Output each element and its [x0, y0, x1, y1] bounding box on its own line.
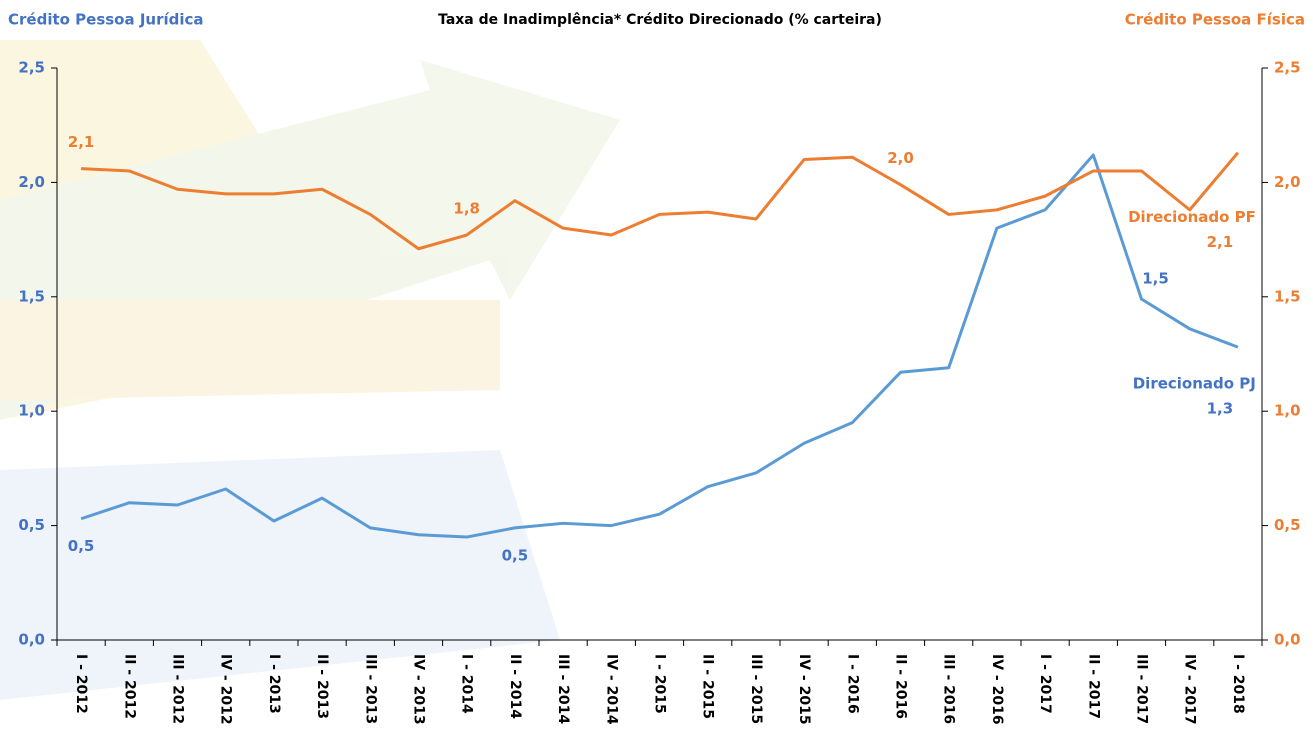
series-label: Direcionado PJ — [1133, 375, 1256, 393]
x-tick-label: II - 2014 — [507, 654, 523, 719]
x-tick-label: II - 2017 — [1085, 654, 1101, 719]
x-tick-label: III - 2014 — [555, 654, 571, 724]
y-tick-label: 1,0 — [18, 402, 45, 420]
x-tick-label: II - 2016 — [893, 654, 909, 719]
x-tick-label: IV - 2017 — [1182, 654, 1198, 725]
data-label: 0,5 — [68, 537, 95, 555]
x-tick-label: I - 2017 — [1037, 654, 1053, 714]
x-tick-label: III - 2017 — [1134, 654, 1150, 724]
x-tick-label: I - 2018 — [1230, 654, 1246, 714]
y-tick-label: 2,0 — [18, 173, 45, 191]
y-axis-title: Crédito Pessoa Jurídica — [8, 11, 204, 29]
chart-title: Taxa de Inadimplência* Crédito Direciona… — [438, 12, 882, 28]
x-tick-label: I - 2015 — [652, 654, 668, 714]
x-tick-label: I - 2013 — [266, 654, 282, 714]
series-label: Direcionado PF — [1128, 208, 1256, 226]
y-tick-label: 0,5 — [18, 516, 45, 534]
y-tick-label: 0,0 — [18, 631, 45, 649]
bg-shape — [0, 450, 560, 700]
line-series — [80, 153, 1239, 539]
bg-shape — [0, 60, 620, 420]
data-label: 0,5 — [502, 546, 529, 564]
x-tick-label: III - 2012 — [170, 654, 186, 724]
bg-shape — [0, 40, 300, 420]
data-label: 1,3 — [1207, 400, 1234, 418]
x-tick-label: I - 2014 — [459, 654, 475, 714]
data-label: 1,8 — [453, 200, 480, 218]
y2-axis-title: Crédito Pessoa Física — [1125, 11, 1305, 29]
x-tick-label: III - 2016 — [941, 654, 957, 724]
x-tick-label: I - 2016 — [844, 654, 860, 714]
x-tick-label: III - 2013 — [362, 654, 378, 724]
x-tick-label: IV - 2013 — [411, 654, 427, 725]
y-tick-label: 1,5 — [1274, 287, 1301, 305]
data-label: 2,1 — [1207, 233, 1234, 251]
x-tick-label: I - 2012 — [73, 654, 89, 714]
x-tick-label: IV - 2012 — [218, 654, 234, 725]
line-series — [81, 151, 1240, 251]
x-tick-label: II - 2012 — [121, 654, 137, 719]
x-tick-label: IV - 2015 — [796, 654, 812, 725]
x-tick-label: IV - 2014 — [603, 654, 619, 725]
data-label: 1,5 — [1142, 270, 1169, 288]
y-tick-label: 0,0 — [1274, 631, 1301, 649]
bg-shape — [0, 300, 500, 400]
y-tick-label: 2,5 — [18, 59, 45, 77]
y-tick-label: 2,5 — [1274, 59, 1301, 77]
y-tick-label: 1,0 — [1274, 402, 1301, 420]
data-label: 2,0 — [887, 149, 914, 167]
x-tick-label: II - 2013 — [314, 654, 330, 719]
data-label: 2,1 — [68, 133, 95, 151]
x-tick-label: IV - 2016 — [989, 654, 1005, 725]
y-tick-label: 1,5 — [18, 287, 45, 305]
y-tick-label: 0,5 — [1274, 516, 1301, 534]
x-tick-label: III - 2015 — [748, 654, 764, 724]
background-art — [0, 40, 620, 700]
y-tick-label: 2,0 — [1274, 173, 1301, 191]
x-tick-label: II - 2015 — [700, 654, 716, 719]
